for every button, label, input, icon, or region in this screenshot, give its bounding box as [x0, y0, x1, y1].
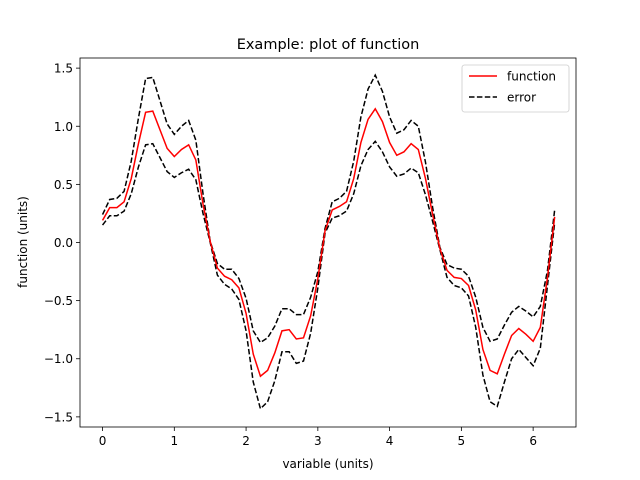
error-upper-line — [101, 73, 556, 344]
legend: function error — [461, 64, 570, 113]
x-tick-label: 4 — [386, 434, 394, 448]
x-tick-label: 3 — [314, 434, 322, 448]
legend-label-function: function — [507, 70, 556, 84]
function-line — [101, 107, 556, 378]
chart-title: Example: plot of function — [237, 37, 420, 53]
x-axis: 0 1 2 3 4 5 6 — [99, 427, 537, 448]
y-tick-label: 0.0 — [54, 236, 73, 250]
x-tick-label: 6 — [529, 434, 537, 448]
legend-label-error: error — [507, 91, 536, 105]
y-tick-label: 0.5 — [54, 178, 73, 192]
x-tick-label: 2 — [242, 434, 250, 448]
y-tick-label: −1.5 — [44, 410, 73, 424]
series-layer — [101, 73, 556, 411]
y-tick-label: 1.5 — [54, 62, 73, 76]
error-lower-line — [101, 140, 556, 411]
y-tick-label: −0.5 — [44, 294, 73, 308]
y-axis: −1.5 −1.0 −0.5 0.0 0.5 1.0 1.5 — [44, 62, 80, 424]
x-tick-label: 0 — [99, 434, 107, 448]
y-tick-label: 1.0 — [54, 120, 73, 134]
x-axis-label: variable (units) — [282, 457, 373, 471]
y-tick-label: −1.0 — [44, 352, 73, 366]
x-tick-label: 1 — [170, 434, 178, 448]
x-tick-label: 5 — [458, 434, 466, 448]
y-axis-label: function (units) — [16, 196, 30, 288]
